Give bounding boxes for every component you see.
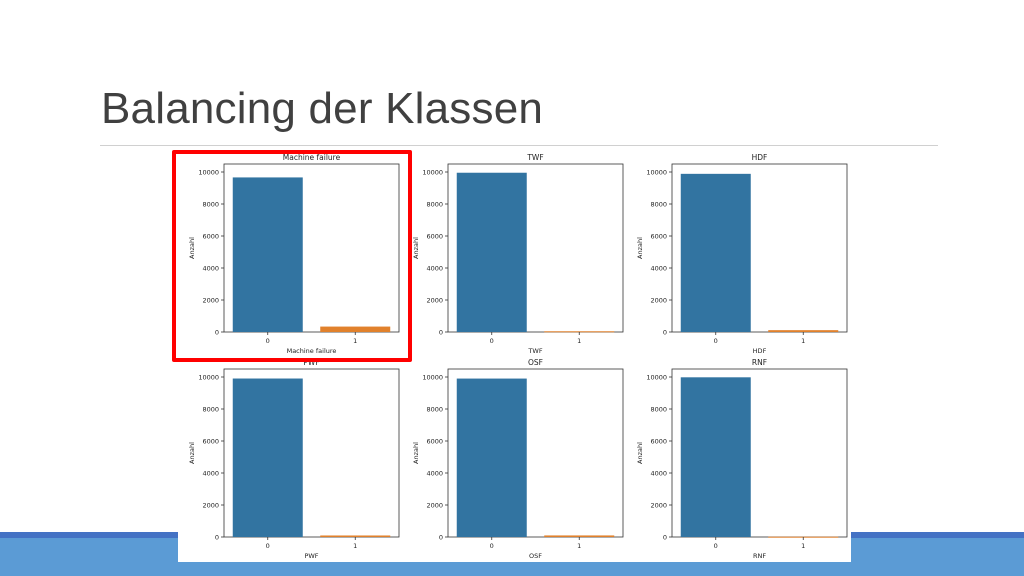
bar-0 <box>232 378 303 537</box>
x-axis-label: Machine failure <box>287 347 337 355</box>
y-tick-label: 10000 <box>198 373 219 381</box>
y-tick-label: 4000 <box>650 469 667 477</box>
subplot-title: OSF <box>528 358 543 367</box>
y-tick-label: 8000 <box>202 200 219 208</box>
y-axis-label: Anzahl <box>188 237 196 259</box>
bar-0 <box>232 177 303 332</box>
x-axis-label: TWF <box>527 347 542 355</box>
axes-frame <box>223 163 400 333</box>
axes-frame <box>671 368 848 538</box>
x-tick-label: 1 <box>801 542 805 550</box>
y-tick-label: 2000 <box>202 296 219 304</box>
y-tick-label: 0 <box>215 328 219 336</box>
x-axis-label: OSF <box>529 552 542 560</box>
axes-frame <box>223 368 400 538</box>
subplot-osf: 0 1 0 2000 4000 6000 8000 10000 OSF OSF Anzahl <box>412 358 624 560</box>
subplot-machine-failure: 0 1 0 2000 4000 6000 8000 10000 Machine failure M… <box>188 153 400 355</box>
bar-1 <box>768 330 839 332</box>
y-tick-label: 4000 <box>202 264 219 272</box>
figure-panel: 0 1 0 2000 4000 6000 8000 10000 Machine failure M… <box>178 148 851 562</box>
x-axis-label: HDF <box>753 347 767 355</box>
x-tick-label: 1 <box>353 337 357 345</box>
title-divider <box>100 145 938 146</box>
x-tick-label: 0 <box>266 337 270 345</box>
x-axis-label: RNF <box>753 552 766 560</box>
y-tick-label: 10000 <box>646 373 667 381</box>
slide-title: Balancing der Klassen <box>101 84 544 133</box>
bar-0 <box>680 377 751 537</box>
y-tick-label: 8000 <box>426 200 443 208</box>
y-tick-label: 10000 <box>646 168 667 176</box>
y-tick-label: 4000 <box>426 264 443 272</box>
bar-1 <box>544 535 615 537</box>
y-tick-label: 6000 <box>202 437 219 445</box>
bar-0 <box>456 378 527 537</box>
subplot-title: RNF <box>752 358 767 367</box>
y-tick-label: 2000 <box>650 296 667 304</box>
subplot-title: HDF <box>752 153 768 162</box>
x-tick-label: 1 <box>577 337 581 345</box>
bar-0 <box>680 173 751 332</box>
y-tick-label: 6000 <box>650 232 667 240</box>
x-tick-label: 1 <box>577 542 581 550</box>
subplot-title: TWF <box>526 153 543 162</box>
y-tick-label: 2000 <box>426 296 443 304</box>
x-tick-label: 0 <box>714 542 718 550</box>
subplot-pwf: 0 1 0 2000 4000 6000 8000 10000 PWF PWF Anzahl <box>188 358 400 560</box>
bar-0 <box>456 172 527 332</box>
y-tick-label: 0 <box>663 328 667 336</box>
y-tick-label: 6000 <box>426 232 443 240</box>
bar-1 <box>320 326 391 332</box>
y-tick-label: 8000 <box>202 405 219 413</box>
x-tick-label: 0 <box>266 542 270 550</box>
y-tick-label: 8000 <box>650 200 667 208</box>
y-tick-label: 4000 <box>202 469 219 477</box>
subplot-rnf: 0 1 0 2000 4000 6000 8000 10000 RNF RNF Anzahl <box>636 358 848 560</box>
axes-frame <box>447 368 624 538</box>
y-tick-label: 10000 <box>422 168 443 176</box>
y-tick-label: 2000 <box>650 501 667 509</box>
axes-frame <box>447 163 624 333</box>
x-tick-label: 0 <box>714 337 718 345</box>
y-axis-label: Anzahl <box>412 442 420 464</box>
x-tick-label: 0 <box>490 337 494 345</box>
subplot-twf: 0 1 0 2000 4000 6000 8000 10000 TWF TWF Anzahl <box>412 153 624 355</box>
y-tick-label: 4000 <box>650 264 667 272</box>
subplot-title: PWF <box>303 358 319 367</box>
axes-frame <box>671 163 848 333</box>
y-axis-label: Anzahl <box>636 237 644 259</box>
y-tick-label: 0 <box>439 328 443 336</box>
y-tick-label: 10000 <box>422 373 443 381</box>
subplot-title: Machine failure <box>283 153 341 162</box>
y-tick-label: 0 <box>215 533 219 541</box>
y-tick-label: 6000 <box>650 437 667 445</box>
y-tick-label: 0 <box>663 533 667 541</box>
y-tick-label: 6000 <box>202 232 219 240</box>
bar-1 <box>544 331 615 333</box>
y-tick-label: 2000 <box>426 501 443 509</box>
y-tick-label: 6000 <box>426 437 443 445</box>
bar-1 <box>320 535 391 537</box>
y-tick-label: 8000 <box>650 405 667 413</box>
x-tick-label: 1 <box>353 542 357 550</box>
y-axis-label: Anzahl <box>412 237 420 259</box>
y-tick-label: 4000 <box>426 469 443 477</box>
y-tick-label: 2000 <box>202 501 219 509</box>
y-tick-label: 0 <box>439 533 443 541</box>
x-tick-label: 1 <box>801 337 805 345</box>
y-tick-label: 10000 <box>198 168 219 176</box>
subplot-hdf: 0 1 0 2000 4000 6000 8000 10000 HDF HDF Anzahl <box>636 153 848 355</box>
y-axis-label: Anzahl <box>188 442 196 464</box>
x-tick-label: 0 <box>490 542 494 550</box>
y-axis-label: Anzahl <box>636 442 644 464</box>
x-axis-label: PWF <box>304 552 318 560</box>
y-tick-label: 8000 <box>426 405 443 413</box>
